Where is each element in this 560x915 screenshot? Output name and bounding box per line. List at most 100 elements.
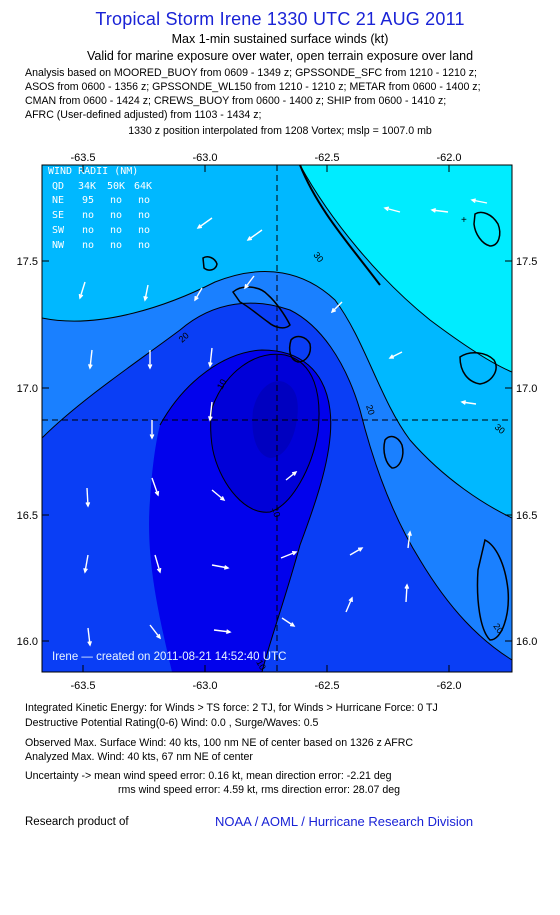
radii-cell: NW [52,240,65,251]
island-saba [202,256,218,271]
wind-vector [151,477,159,496]
wind-vector [87,627,91,646]
wind-vector-head [246,236,253,241]
lat-tick-label: 16.5 [17,510,38,522]
contour-line [299,165,512,373]
radii-cell: no [110,210,122,221]
island-antigua [473,211,501,247]
research-product-label: Research product of [25,816,129,828]
wind-vector-head [244,283,249,290]
contour-label: 20 [491,621,505,635]
wind-vector-head [154,490,160,497]
wind-vector-head [225,629,232,634]
wind-vector-head [357,547,364,552]
wind-vector-head [383,206,390,212]
ike-line: Integrated Kinetic Energy: for Winds > T… [25,702,438,714]
lon-tick-label: -62.0 [436,152,461,164]
map-frame [41,164,513,673]
analysis-line: Analysis based on MOORED_BUOY from 0609 … [25,67,477,79]
analyzed-max-line: Analyzed Max. Wind: 40 kts, 67 nm NE of … [25,751,253,763]
wind-vector-head [208,415,213,422]
wind-radii-table: WIND RADII (NM) QD 34K 50K 64K NE 95 no … [48,166,152,251]
wind-vector-head [219,496,226,502]
contour-line [210,353,320,513]
wind-vector-head [404,583,410,589]
wind-vector-head [430,208,437,213]
wind-vector [431,209,449,213]
subtitle-max-winds: Max 1-min sustained surface winds (kt) [171,32,389,46]
analysis-line: CMAN from 0600 - 1424 z; CREWS_BUOY from… [25,95,447,107]
radii-cell: no [138,240,150,251]
wind-vector [471,199,488,204]
radii-header-cell: QD [52,181,64,192]
lon-tick-label: -62.0 [436,680,461,692]
wind-vector-head [85,502,91,508]
wind-vector-head [223,565,230,570]
wind-vector-head [149,434,155,440]
wind-vector-head [78,293,84,300]
analysis-line: AFRC (User-defined adjusted) from 1103 -… [25,109,262,121]
island-nevis [288,335,312,363]
lat-tick-label: 16.0 [516,636,537,648]
radii-cell: 95 [82,195,94,206]
wind-vector [79,281,86,299]
radii-cell: no [138,210,150,221]
wind-vector [144,284,149,301]
wind-vector [384,207,401,213]
wind-vector [149,624,161,639]
observed-max-line: Observed Max. Surface Wind: 40 kts, 100 … [25,737,414,749]
radii-cell: no [82,225,94,236]
radii-header-cell: 50K [107,181,125,192]
wind-vector-head [83,567,88,574]
contour-label: 20 [364,404,377,417]
contour-label: 30 [311,250,325,264]
island-dominica [476,538,510,641]
radii-header-cell: 64K [134,181,152,192]
wind-vector-head [156,567,162,574]
contour-label: 10 [215,377,229,391]
lat-tick-label: 16.0 [17,636,38,648]
subtitle-validity: Valid for marine exposure over water, op… [86,49,474,63]
contour-line [42,271,512,519]
contour-label: 10 [254,658,268,672]
contour-label: 30 [493,422,507,436]
contour-label: 20 [177,330,191,344]
uncertainty-line: Uncertainty -> mean wind speed error: 0.… [25,770,392,782]
wind-vector [281,617,295,627]
wind-radii-title: WIND RADII (NM) [48,166,138,177]
contour-line [42,302,512,661]
lon-tick-label: -62.5 [314,680,339,692]
wind-vector-head [87,640,92,647]
wind-vector-head [196,224,203,229]
lon-tick-label: -63.5 [70,152,95,164]
radii-header-cell: 34K [78,181,96,192]
wind-vector-head [348,596,353,603]
wind-vector [209,347,213,367]
wind-vector-head [470,198,477,203]
wind-vector [407,531,411,549]
radii-cell: SW [52,225,65,236]
radii-cell: no [138,195,150,206]
wind-vector [84,554,89,573]
wind-vector [86,487,89,507]
coastline-thick [299,165,381,286]
wind-vector-head [194,295,199,302]
wind-vector [331,301,343,313]
lon-tick-label: -63.0 [192,680,217,692]
wind-vector-head [156,633,161,640]
wind-vector [211,489,225,501]
radii-cell: no [110,225,122,236]
axis-ticks [42,165,512,672]
position-note: 1330 z position interpolated from 1208 V… [128,125,432,137]
wind-vector-head [388,354,395,359]
analysis-line: ASOS from 0600 - 1356 z; GPSSONDE_WL150 … [25,81,481,93]
lat-tick-label: 16.5 [516,510,537,522]
noaa-aoml-link[interactable]: NOAA / AOML / Hurricane Research Divisio… [215,814,474,829]
rms-error-line: rms wind speed error: 4.59 kt, rms direc… [118,784,401,796]
wind-vector [345,597,353,613]
lat-tick-label: 17.0 [516,383,537,395]
lon-tick-label: -63.5 [70,680,95,692]
created-timestamp: Irene — created on 2011-08-21 14:52:40 U… [52,651,286,663]
page-title: Tropical Storm Irene 1330 UTC 21 AUG 201… [95,9,465,29]
wind-vector [247,229,263,241]
